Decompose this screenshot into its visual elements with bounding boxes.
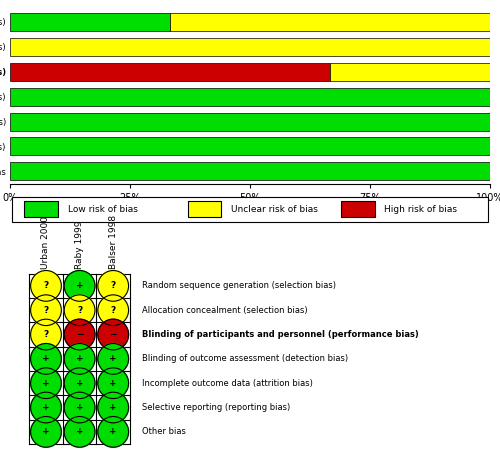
FancyBboxPatch shape <box>341 201 375 217</box>
Text: +: + <box>76 354 84 364</box>
Text: Incomplete outcome data (attrition bias): Incomplete outcome data (attrition bias) <box>142 379 313 388</box>
Ellipse shape <box>64 392 95 423</box>
Ellipse shape <box>98 417 128 447</box>
Bar <box>10 88 490 105</box>
Ellipse shape <box>98 392 128 423</box>
Text: Raby 1999: Raby 1999 <box>75 221 84 269</box>
Text: Random sequence generation (selection bias): Random sequence generation (selection bi… <box>142 281 336 291</box>
Text: +: + <box>110 403 117 412</box>
FancyBboxPatch shape <box>24 201 58 217</box>
Text: +: + <box>42 354 50 364</box>
Text: Low risk of bias: Low risk of bias <box>68 205 138 213</box>
Bar <box>10 138 490 155</box>
Ellipse shape <box>30 392 62 423</box>
Bar <box>10 113 490 130</box>
Ellipse shape <box>64 319 95 350</box>
Text: Blinding of participants and personnel (performance bias): Blinding of participants and personnel (… <box>142 330 419 339</box>
Bar <box>170 13 490 30</box>
Text: Selective reporting (reporting bias): Selective reporting (reporting bias) <box>142 403 290 412</box>
Ellipse shape <box>30 368 62 399</box>
Ellipse shape <box>98 319 128 350</box>
Text: ?: ? <box>44 281 49 291</box>
Ellipse shape <box>98 295 128 326</box>
Ellipse shape <box>98 271 128 301</box>
Text: +: + <box>76 379 84 388</box>
FancyBboxPatch shape <box>12 197 488 222</box>
Text: +: + <box>110 379 117 388</box>
Text: Blinding of outcome assessment (detection bias): Blinding of outcome assessment (detectio… <box>142 354 348 364</box>
Text: +: + <box>110 354 117 364</box>
Ellipse shape <box>64 344 95 374</box>
Text: Allocation concealment (selection bias): Allocation concealment (selection bias) <box>142 306 308 315</box>
FancyBboxPatch shape <box>188 201 221 217</box>
Bar <box>10 38 490 55</box>
Text: ?: ? <box>44 330 49 339</box>
Ellipse shape <box>64 368 95 399</box>
Text: −: − <box>76 330 84 339</box>
Text: ?: ? <box>77 306 82 315</box>
Ellipse shape <box>30 271 62 301</box>
Text: ?: ? <box>110 281 116 291</box>
Ellipse shape <box>30 295 62 326</box>
Ellipse shape <box>30 417 62 447</box>
Text: Balser 1998: Balser 1998 <box>108 215 118 269</box>
Text: ?: ? <box>110 306 116 315</box>
Text: Unclear risk of bias: Unclear risk of bias <box>231 205 318 213</box>
Text: Urban 2000: Urban 2000 <box>42 216 50 269</box>
Text: +: + <box>42 379 50 388</box>
Text: High risk of bias: High risk of bias <box>384 205 458 213</box>
Text: Other bias: Other bias <box>142 427 186 437</box>
Ellipse shape <box>30 319 62 350</box>
Bar <box>330 63 490 80</box>
Ellipse shape <box>64 271 95 301</box>
Bar <box>10 63 330 80</box>
Text: +: + <box>42 427 50 437</box>
Ellipse shape <box>98 368 128 399</box>
Text: −: − <box>110 330 117 339</box>
Ellipse shape <box>98 344 128 374</box>
Text: +: + <box>76 281 84 291</box>
Bar <box>10 163 490 180</box>
Ellipse shape <box>30 344 62 374</box>
Text: +: + <box>42 403 50 412</box>
Ellipse shape <box>64 295 95 326</box>
Ellipse shape <box>64 417 95 447</box>
Text: +: + <box>110 427 117 437</box>
Text: +: + <box>76 403 84 412</box>
Text: +: + <box>76 427 84 437</box>
Bar <box>10 13 170 30</box>
Text: ?: ? <box>44 306 49 315</box>
